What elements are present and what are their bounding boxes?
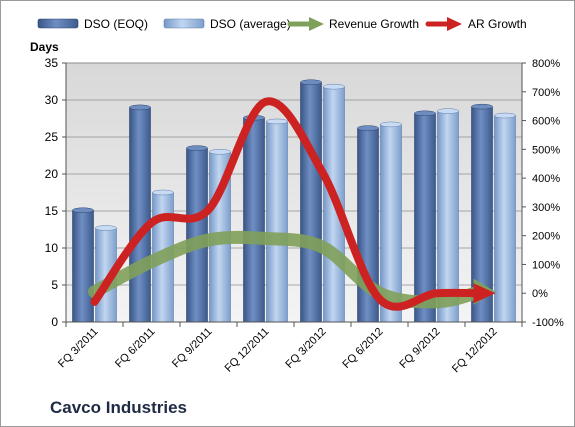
bar-dso-eoq bbox=[129, 107, 151, 323]
bars bbox=[72, 79, 516, 323]
bar-cap bbox=[414, 110, 436, 117]
bar-cap bbox=[95, 225, 117, 231]
x-tick-label: FQ 9/2012 bbox=[397, 326, 442, 371]
x-tick-label: FQ 3/2011 bbox=[56, 326, 101, 371]
y-tick-label: 5 bbox=[51, 278, 58, 292]
bar-cap bbox=[152, 189, 174, 196]
bar-cap bbox=[209, 149, 231, 155]
bar-cap bbox=[186, 145, 208, 151]
bar-cap bbox=[494, 112, 516, 119]
y2-tick-label: 400% bbox=[532, 173, 560, 185]
y-tick-label: 15 bbox=[45, 204, 59, 218]
y-tick-label: 25 bbox=[45, 130, 59, 144]
arrowhead-ar-growth bbox=[473, 283, 496, 304]
y2-tick-label: 300% bbox=[532, 202, 560, 214]
bar-cap bbox=[357, 125, 379, 131]
x-tick-label: FQ 12/2012 bbox=[450, 326, 500, 376]
bar-dso-average bbox=[266, 121, 288, 323]
bar-dso-eoq bbox=[72, 209, 94, 323]
legend: DSO (EOQ) DSO (average) Revenue Growth A… bbox=[37, 17, 527, 31]
legend-swatch-revenue-growth bbox=[287, 17, 324, 31]
legend-label-revenue-growth: Revenue Growth bbox=[329, 17, 419, 31]
y-tick-label: 35 bbox=[45, 56, 59, 70]
legend-label-ar-growth: AR Growth bbox=[468, 17, 527, 31]
legend-swatch-ar-growth bbox=[425, 17, 462, 31]
y-tick-label: 0 bbox=[51, 315, 58, 329]
bar-cap bbox=[471, 103, 493, 110]
bar-dso-average bbox=[494, 115, 516, 323]
bar-cap bbox=[323, 83, 345, 90]
bar-dso-eoq bbox=[300, 81, 322, 323]
bar-cap bbox=[300, 79, 322, 85]
y2-tick-label: 800% bbox=[532, 58, 560, 70]
y2-tick-label: 200% bbox=[532, 231, 560, 243]
y-tick-label: 10 bbox=[45, 241, 59, 255]
y2-tick-label: 700% bbox=[532, 87, 560, 99]
bar-dso-eoq bbox=[243, 117, 265, 323]
y-axis-title: Days bbox=[30, 40, 59, 54]
chart-title: Cavco Industries bbox=[50, 398, 187, 417]
y2-tick-label: 100% bbox=[532, 259, 560, 271]
y-tick-label: 20 bbox=[45, 167, 59, 181]
bar-cap bbox=[437, 108, 459, 114]
line-revenue-growth bbox=[88, 230, 486, 309]
x-tick-label: FQ 6/2012 bbox=[340, 326, 385, 371]
legend-label-dso-average: DSO (average) bbox=[210, 17, 291, 31]
legend-swatch-dso-eoq bbox=[37, 18, 79, 29]
x-tick-label: FQ 9/2011 bbox=[170, 326, 215, 371]
x-tick-label: FQ 6/2011 bbox=[113, 326, 158, 371]
bar-cap bbox=[129, 104, 151, 111]
legend-label-dso-eoq: DSO (EOQ) bbox=[84, 17, 148, 31]
y-tick-label: 30 bbox=[45, 93, 59, 107]
bar-cap bbox=[266, 118, 288, 125]
y2-tick-label: 0% bbox=[532, 288, 548, 300]
bar-cap bbox=[72, 207, 94, 214]
y2-tick-label: 500% bbox=[532, 144, 560, 156]
line-ar-growth bbox=[90, 97, 484, 311]
bar-cap bbox=[380, 121, 402, 128]
legend-swatch-dso-average bbox=[163, 18, 205, 29]
y2-tick-label: -100% bbox=[532, 317, 564, 329]
x-tick-label: FQ 3/2012 bbox=[283, 326, 328, 371]
x-tick-label: FQ 12/2011 bbox=[223, 326, 272, 375]
growth-lines bbox=[88, 97, 496, 311]
y2-tick-label: 600% bbox=[532, 116, 560, 128]
